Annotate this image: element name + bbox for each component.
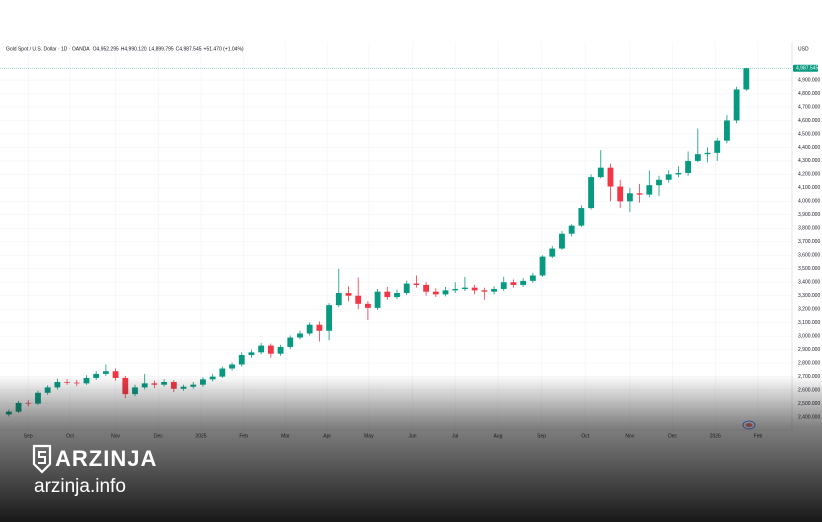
y-tick-label: 4,200.000 xyxy=(798,172,820,178)
candle-body xyxy=(481,290,488,292)
brand-name: ARZINJA xyxy=(55,446,157,471)
candle-body xyxy=(656,179,662,186)
candle-body xyxy=(491,288,497,292)
candle-body xyxy=(626,193,633,202)
candle-body xyxy=(704,152,711,155)
ohlc-value: L4,899.795 xyxy=(149,46,174,52)
last-price-label: 4,987.545 xyxy=(796,66,818,72)
y-tick-label: 4,900.000 xyxy=(798,77,820,83)
y-tick-label: 3,700.000 xyxy=(798,239,820,245)
candle-body xyxy=(743,68,750,90)
y-tick-label: 4,500.000 xyxy=(798,131,820,137)
y-tick-label: 3,200.000 xyxy=(798,307,820,313)
candle-body xyxy=(432,291,439,295)
candle-body xyxy=(588,177,594,209)
ohlc-value: O4,952.295 xyxy=(93,46,119,52)
candle-body xyxy=(617,186,624,202)
y-tick-label: 3,500.000 xyxy=(798,266,820,272)
candle-body xyxy=(665,174,672,180)
y-tick-label: 3,000.000 xyxy=(798,333,820,339)
candle-body xyxy=(471,287,478,291)
candle-body xyxy=(287,337,294,347)
candle-body xyxy=(102,371,109,374)
candle-body xyxy=(423,284,430,292)
candle-body xyxy=(219,368,226,377)
candle-body xyxy=(724,120,730,141)
candle-body xyxy=(607,167,614,187)
candle-body xyxy=(364,303,371,308)
candle-body xyxy=(413,283,420,285)
candle-body xyxy=(326,305,332,331)
y-tick-label: 4,300.000 xyxy=(798,158,820,164)
brand-icon xyxy=(32,444,52,474)
candle-body xyxy=(714,140,721,153)
candle-body xyxy=(297,333,303,338)
candle-body xyxy=(597,167,604,178)
y-tick-label: 4,600.000 xyxy=(798,118,820,124)
candle-body xyxy=(229,364,235,369)
candle-body xyxy=(500,282,507,289)
ohlc-legend: O4,952.295 H4,990.120 L4,899.795 C4,987.545… xyxy=(93,46,244,52)
candle-body xyxy=(462,287,468,289)
candle-body xyxy=(374,291,381,308)
candle-body xyxy=(452,288,459,291)
candle-body xyxy=(510,282,517,285)
candle-body xyxy=(675,173,682,175)
candle-body xyxy=(685,160,692,174)
candle-body xyxy=(306,324,313,334)
candle-body xyxy=(442,290,449,295)
candle-body xyxy=(733,89,740,121)
candle-body xyxy=(248,352,255,356)
candle-body xyxy=(636,193,643,195)
ohlc-value: H4,990.120 xyxy=(121,46,147,52)
y-tick-label: 4,100.000 xyxy=(798,185,820,191)
candle-body xyxy=(316,324,323,331)
candle-body xyxy=(394,293,400,298)
candle-body xyxy=(403,283,410,294)
y-tick-label: 3,300.000 xyxy=(798,293,820,299)
y-tick-label: 3,900.000 xyxy=(798,212,820,218)
candle-body xyxy=(539,256,546,276)
y-tick-label: 3,600.000 xyxy=(798,253,820,259)
y-tick-label: 3,100.000 xyxy=(798,320,820,326)
candle-body xyxy=(355,295,362,304)
last-price-box xyxy=(793,64,818,72)
y-tick-label: 3,400.000 xyxy=(798,280,820,286)
candle-body xyxy=(335,293,342,306)
candle-body xyxy=(529,275,536,281)
chart-title: Gold Spot / U.S. Dollar · 1D · OANDA xyxy=(6,46,90,52)
candle-body xyxy=(384,291,391,298)
candle-body xyxy=(345,293,352,296)
y-tick-label: 2,800.000 xyxy=(798,360,820,366)
y-tick-label: 3,800.000 xyxy=(798,226,820,232)
candle-body xyxy=(578,208,585,226)
candle-body xyxy=(568,225,575,234)
candle-body xyxy=(277,346,284,354)
ohlc-value: C4,987.545 xyxy=(176,46,202,52)
ohlc-value: +51.470 (+1.04%) xyxy=(204,46,244,52)
candle-body xyxy=(267,345,274,354)
candle-body xyxy=(258,345,265,353)
candle-body xyxy=(112,371,119,378)
candle-body xyxy=(559,233,565,249)
watermark-fade xyxy=(0,375,822,522)
brand-site: arzinja.info xyxy=(34,476,126,497)
candle-body xyxy=(238,355,245,365)
candle-body xyxy=(646,185,653,195)
currency-label: USD xyxy=(798,46,809,52)
candle-body xyxy=(549,248,556,257)
y-tick-label: 4,400.000 xyxy=(798,145,820,151)
y-tick-label: 4,700.000 xyxy=(798,104,820,110)
candles xyxy=(5,67,750,417)
y-tick-label: 4,000.000 xyxy=(798,199,820,205)
y-tick-label: 4,800.000 xyxy=(798,91,820,97)
candle-body xyxy=(694,154,701,161)
y-tick-label: 2,900.000 xyxy=(798,347,820,353)
candle-body xyxy=(520,280,527,285)
